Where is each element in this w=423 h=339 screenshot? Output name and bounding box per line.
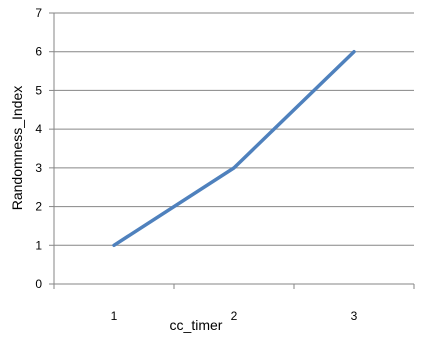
y-tick-label: 3 (35, 161, 42, 175)
y-axis-title: Randomness_Index (9, 86, 25, 211)
y-tick-label: 6 (35, 45, 42, 59)
y-tick-label: 0 (35, 277, 42, 291)
y-tick-labels: 0 1 2 3 4 5 6 7 (35, 6, 42, 291)
series-line (112, 49, 356, 248)
y-tick-label: 1 (35, 238, 42, 252)
gridlines (54, 12, 414, 246)
series (112, 49, 356, 248)
x-tick-label: 3 (351, 309, 358, 323)
x-tick-labels: 1 2 3 (111, 309, 358, 323)
x-tick-label: 1 (111, 309, 118, 323)
axes (49, 12, 415, 289)
y-tick-label: 4 (35, 122, 42, 136)
y-tick-label: 5 (35, 83, 42, 97)
y-tick-label: 2 (35, 200, 42, 214)
x-tick-label: 2 (231, 309, 238, 323)
y-tick-label: 7 (35, 6, 42, 20)
x-axis-title: cc_timer (170, 317, 223, 333)
